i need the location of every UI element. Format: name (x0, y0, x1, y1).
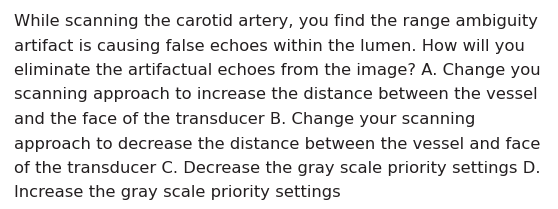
Text: approach to decrease the distance between the vessel and face: approach to decrease the distance betwee… (14, 136, 540, 152)
Text: scanning approach to increase the distance between the vessel: scanning approach to increase the distan… (14, 88, 537, 102)
Text: and the face of the transducer B. Change your scanning: and the face of the transducer B. Change… (14, 112, 475, 127)
Text: eliminate the artifactual echoes from the image? A. Change you: eliminate the artifactual echoes from th… (14, 63, 541, 78)
Text: While scanning the carotid artery, you find the range ambiguity: While scanning the carotid artery, you f… (14, 14, 538, 29)
Text: Increase the gray scale priority settings: Increase the gray scale priority setting… (14, 186, 341, 200)
Text: of the transducer C. Decrease the gray scale priority settings D.: of the transducer C. Decrease the gray s… (14, 161, 541, 176)
Text: artifact is causing false echoes within the lumen. How will you: artifact is causing false echoes within … (14, 38, 525, 54)
